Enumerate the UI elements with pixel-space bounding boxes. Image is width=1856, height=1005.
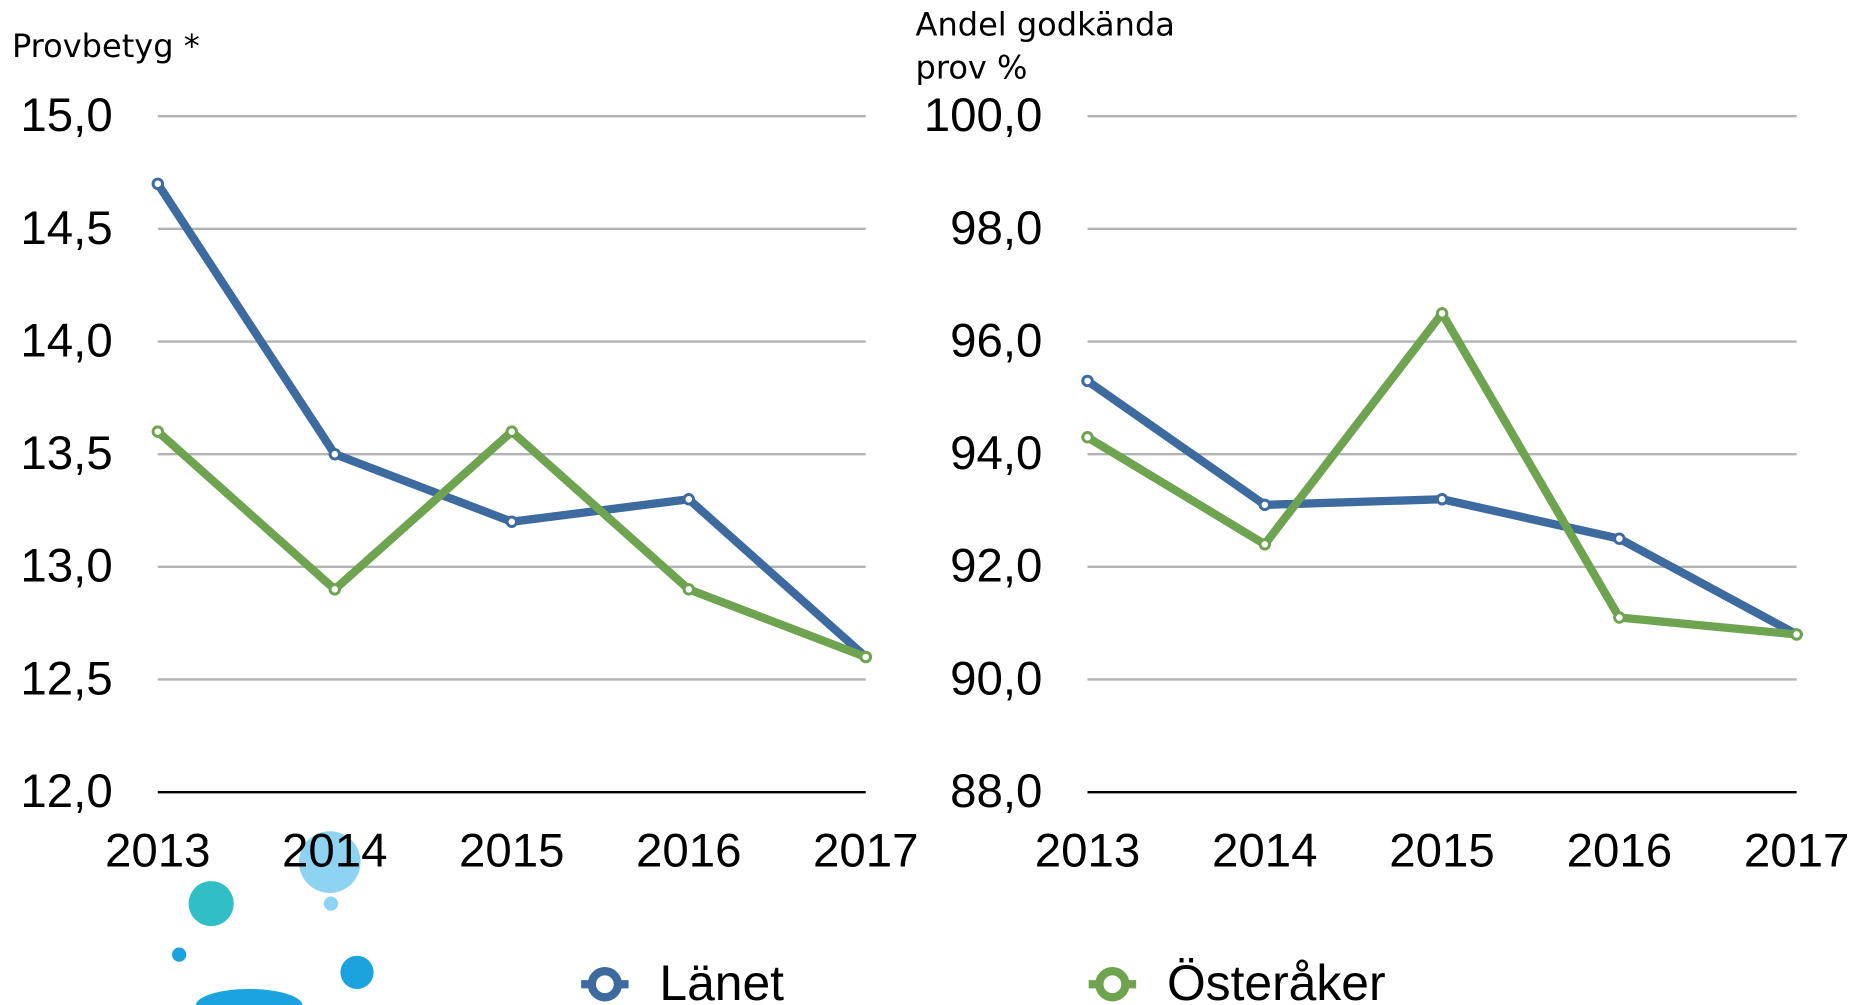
y-axis-title: Andel godkända prov % bbox=[915, 7, 1175, 87]
point bbox=[1613, 532, 1626, 545]
x-tick-label: 2016 bbox=[1567, 824, 1673, 877]
y-tick-label: 100,0 bbox=[924, 89, 1043, 142]
y-tick-label: 14,5 bbox=[20, 202, 112, 255]
point bbox=[1790, 628, 1803, 641]
y-tick-label: 92,0 bbox=[950, 540, 1042, 593]
y-tick-label: 96,0 bbox=[950, 314, 1042, 367]
point bbox=[1613, 611, 1626, 624]
point bbox=[505, 515, 518, 528]
y-tick-label: 94,0 bbox=[950, 427, 1042, 480]
y-axis-title-box: Provbetyg * bbox=[11, 28, 200, 66]
y-tick-label: 98,0 bbox=[950, 202, 1042, 255]
point bbox=[328, 583, 342, 596]
series-line bbox=[1085, 377, 1799, 639]
y-tick-label: 12,0 bbox=[20, 765, 112, 818]
series-line bbox=[155, 427, 868, 661]
point bbox=[1258, 538, 1272, 551]
legend-marker bbox=[1095, 967, 1130, 1002]
x-tick-label: 2016 bbox=[636, 824, 742, 877]
x-tick-label: 2013 bbox=[1035, 824, 1141, 877]
x-tick-label: 2014 bbox=[1212, 824, 1317, 877]
y-tick-label: 15,0 bbox=[20, 89, 112, 142]
y-tick-label: 13,5 bbox=[20, 427, 112, 480]
decoration bbox=[172, 831, 374, 1005]
y-axis-title: Provbetyg * bbox=[11, 28, 200, 66]
series-line bbox=[1085, 309, 1798, 639]
y-tick-label: 12,5 bbox=[20, 652, 112, 705]
point bbox=[505, 425, 518, 438]
point bbox=[1435, 493, 1449, 506]
legend-label: Österåker bbox=[1167, 955, 1386, 1005]
point bbox=[1081, 431, 1094, 444]
x-tick-label: 2015 bbox=[459, 824, 565, 877]
y-tick-label: 14,0 bbox=[20, 314, 112, 367]
point bbox=[151, 177, 165, 191]
y-tick-label: 88,0 bbox=[950, 765, 1042, 818]
legend-marker bbox=[587, 967, 623, 1002]
point bbox=[151, 425, 165, 438]
point bbox=[328, 447, 342, 461]
point bbox=[682, 493, 695, 506]
x-tick-label: 2015 bbox=[1389, 824, 1495, 877]
y-tick-label: 90,0 bbox=[950, 652, 1042, 705]
point bbox=[1258, 498, 1272, 512]
y-tick-label: 13,0 bbox=[20, 540, 112, 593]
legend-label: Länet bbox=[659, 955, 784, 1005]
point bbox=[859, 650, 872, 664]
point bbox=[682, 583, 695, 596]
x-tick-label: 2013 bbox=[105, 824, 210, 877]
y-axis-title-box: Andel godkända prov % bbox=[915, 7, 1175, 87]
x-tick-label: 2017 bbox=[813, 824, 919, 877]
point bbox=[1435, 307, 1449, 320]
series-line bbox=[154, 181, 869, 661]
x-tick-label: 2014 bbox=[282, 824, 388, 877]
x-tick-label: 2017 bbox=[1744, 824, 1850, 877]
point bbox=[1081, 374, 1094, 388]
